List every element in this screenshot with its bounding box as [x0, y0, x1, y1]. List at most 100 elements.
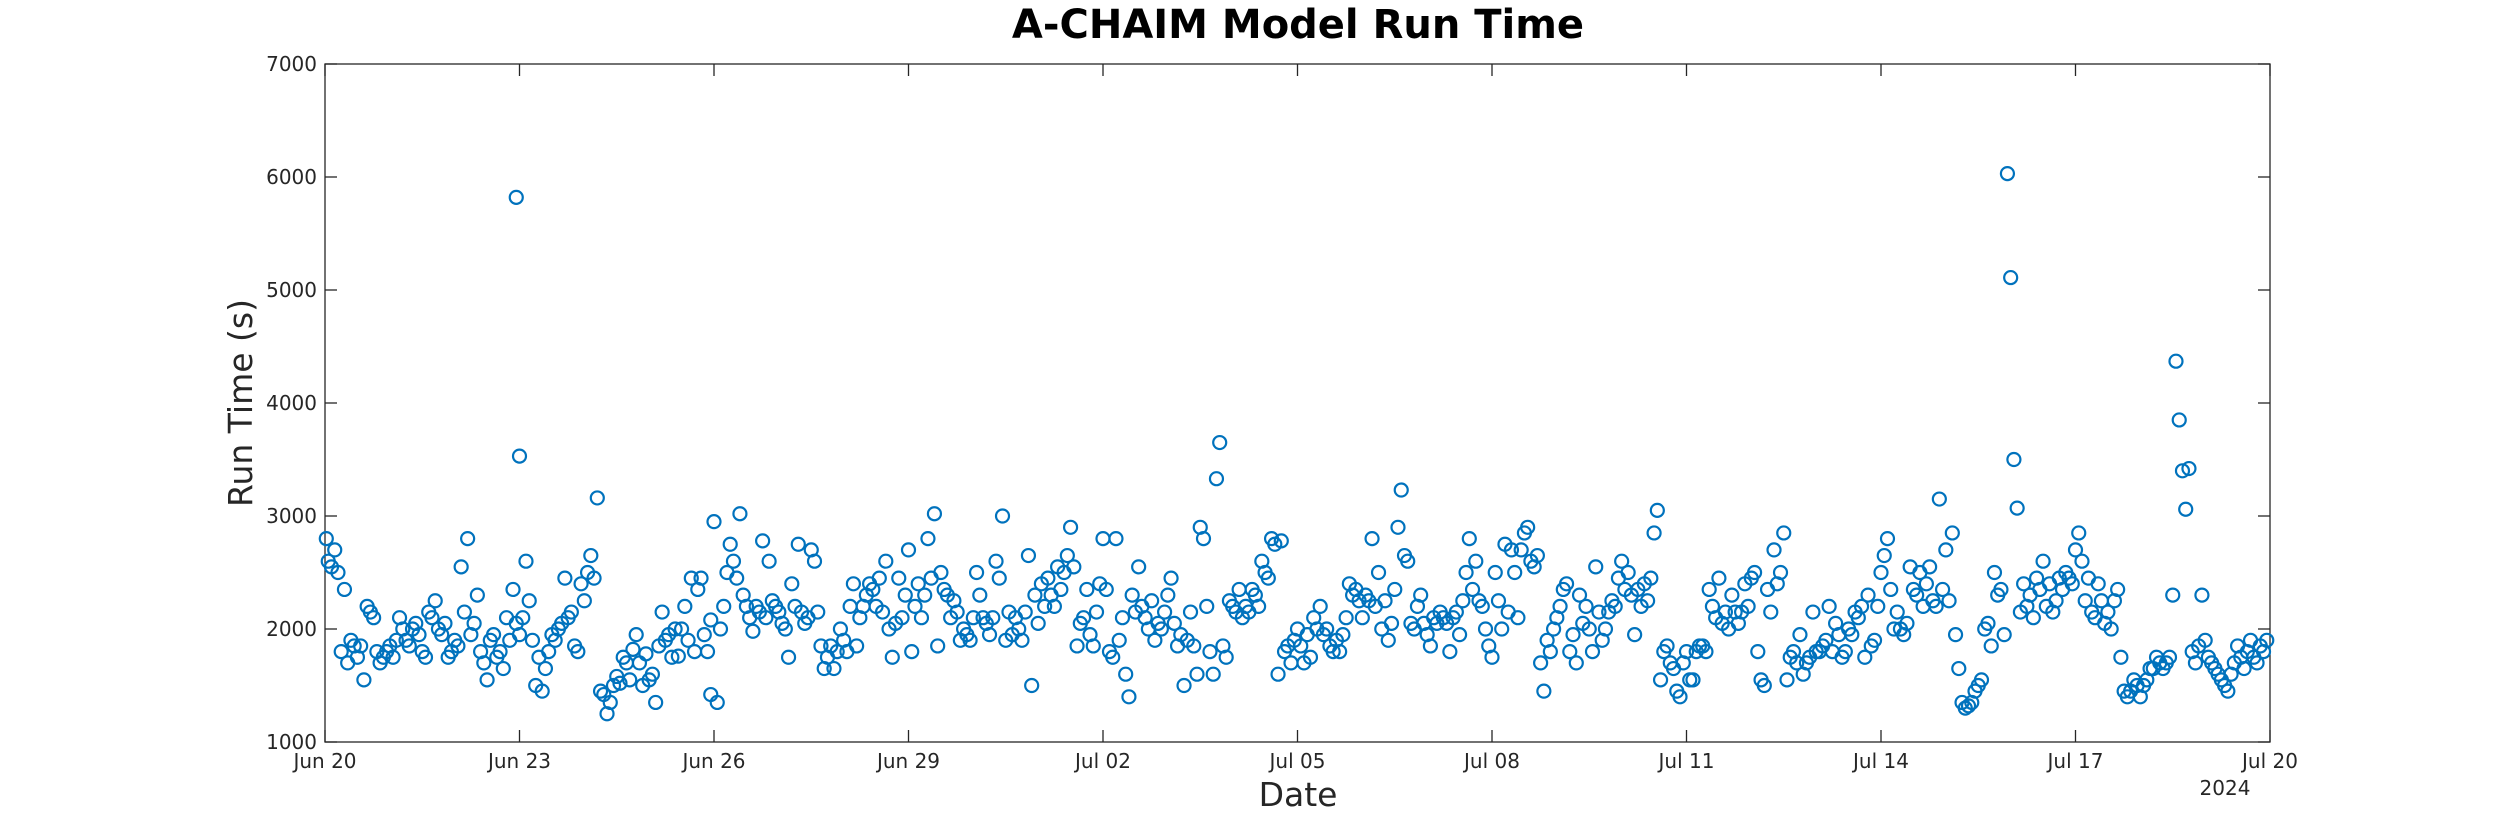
data-point [990, 555, 1003, 568]
x-tick-label: Jun 23 [486, 749, 551, 773]
data-point [1946, 526, 1959, 539]
data-point [500, 611, 513, 624]
data-point [626, 643, 639, 656]
data-point [782, 651, 795, 664]
data-point [578, 594, 591, 607]
data-point [844, 600, 857, 613]
x-axis: Jun 20 Jun 23 Jun 26 Jun 29 Jul 02 Jul 05 Jul … [291, 64, 2298, 773]
data-point [1090, 606, 1103, 619]
data-point [724, 538, 737, 551]
data-point [746, 625, 759, 638]
data-point [1878, 549, 1891, 562]
data-point [656, 606, 669, 619]
data-point [539, 662, 552, 675]
data-point [905, 645, 918, 658]
data-point [2173, 413, 2186, 426]
data-point [2179, 503, 2192, 516]
data-point [996, 510, 1009, 523]
data-point [879, 555, 892, 568]
data-point [2114, 651, 2127, 664]
data-point [2011, 502, 2024, 515]
data-point [792, 538, 805, 551]
data-point [1586, 645, 1599, 658]
data-point [1923, 560, 1936, 573]
data-point [1064, 521, 1077, 534]
data-point [510, 191, 523, 204]
data-point [1158, 606, 1171, 619]
data-point [1712, 572, 1725, 585]
data-point [1939, 543, 1952, 556]
chart-title: A-CHAIM Model Run Time [1012, 2, 1584, 48]
data-point [1751, 645, 1764, 658]
data-point [458, 606, 471, 619]
data-point [1165, 572, 1178, 585]
data-point [701, 645, 714, 658]
data-point [471, 589, 484, 602]
data-point [1891, 606, 1904, 619]
data-point [2195, 589, 2208, 602]
data-point [1119, 668, 1132, 681]
data-point [1567, 628, 1580, 641]
data-point [1949, 628, 1962, 641]
data-point [727, 555, 740, 568]
data-point [1823, 600, 1836, 613]
data-point [1622, 566, 1635, 579]
data-point [1022, 549, 1035, 562]
data-point [1943, 594, 1956, 607]
data-point [584, 549, 597, 562]
data-point [925, 572, 938, 585]
data-point [1145, 594, 1158, 607]
data-point [714, 623, 727, 636]
data-point [934, 566, 947, 579]
data-point [2072, 526, 2085, 539]
data-point [338, 583, 351, 596]
data-point [558, 572, 571, 585]
x-tick-label: Jul 08 [1462, 749, 1520, 773]
data-point [507, 583, 520, 596]
data-point [1285, 656, 1298, 669]
x-axis-label: Date [1259, 775, 1338, 814]
data-point [1489, 566, 1502, 579]
data-point [1301, 628, 1314, 641]
data-point [2043, 577, 2056, 590]
data-point [1502, 606, 1515, 619]
data-point [1191, 668, 1204, 681]
data-point [1871, 600, 1884, 613]
data-point [1862, 589, 1875, 602]
data-point [993, 572, 1006, 585]
data-point [526, 634, 539, 647]
data-point [1495, 623, 1508, 636]
data-point [970, 566, 983, 579]
data-point [1391, 521, 1404, 534]
data-point [1884, 583, 1897, 596]
data-point [1761, 583, 1774, 596]
data-point [1469, 555, 1482, 568]
data-point [1019, 606, 1032, 619]
data-point [1388, 583, 1401, 596]
data-point [921, 532, 934, 545]
data-point [591, 491, 604, 504]
data-point [1203, 645, 1216, 658]
data-point [1777, 526, 1790, 539]
data-point [1372, 566, 1385, 579]
y-tick-label: 4000 [266, 391, 317, 415]
data-point [1067, 560, 1080, 573]
data-point [1109, 532, 1122, 545]
y-axis-label: Run Time (s) [221, 299, 260, 507]
data-point [320, 532, 333, 545]
x-tick-label: Jul 02 [1073, 749, 1131, 773]
data-point [1443, 645, 1456, 658]
data-point [973, 589, 986, 602]
data-point [886, 651, 899, 664]
x-tick-label: Jun 26 [680, 749, 745, 773]
data-point [1648, 526, 1661, 539]
data-point [1385, 617, 1398, 630]
data-point [1589, 560, 1602, 573]
data-point [2007, 453, 2020, 466]
data-point [1200, 600, 1213, 613]
data-point [1768, 543, 1781, 556]
data-point [2166, 589, 2179, 602]
data-point [1122, 690, 1135, 703]
data-point [1113, 634, 1126, 647]
data-point [1456, 594, 1469, 607]
